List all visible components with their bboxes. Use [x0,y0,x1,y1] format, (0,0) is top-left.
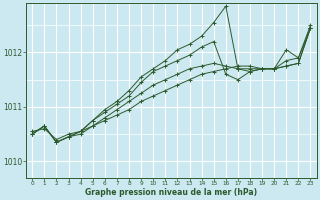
X-axis label: Graphe pression niveau de la mer (hPa): Graphe pression niveau de la mer (hPa) [85,188,257,197]
